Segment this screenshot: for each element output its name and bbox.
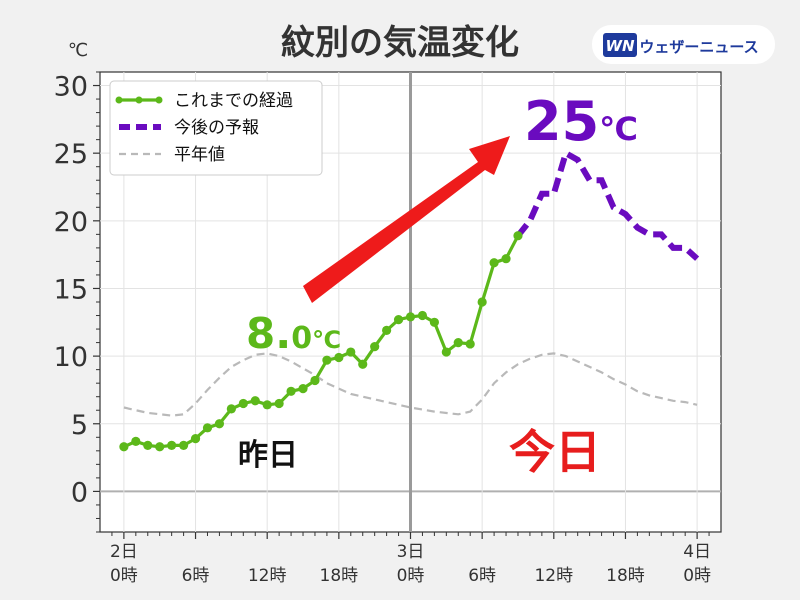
observed-point bbox=[167, 440, 177, 451]
brand-mark-text: WN bbox=[605, 37, 635, 55]
observed-point bbox=[477, 297, 487, 307]
observed-point bbox=[417, 310, 428, 321]
observed-point bbox=[393, 314, 404, 325]
observed-point bbox=[489, 258, 499, 268]
observed-point bbox=[202, 423, 213, 433]
observed-point bbox=[250, 396, 260, 406]
min-temp-big: 8. bbox=[246, 309, 291, 358]
observed-point bbox=[119, 442, 129, 452]
observed-point bbox=[238, 398, 248, 409]
observed-point bbox=[310, 375, 320, 386]
observed-point bbox=[214, 419, 225, 429]
observed-point bbox=[346, 347, 356, 357]
observed-point bbox=[513, 231, 523, 241]
x-tick-label-hour: 0時 bbox=[110, 566, 138, 586]
today-label: 今日 bbox=[509, 425, 601, 479]
observed-point bbox=[262, 400, 272, 410]
legend-marker bbox=[135, 96, 143, 104]
x-tick-label-day: 2日 bbox=[110, 542, 138, 562]
observed-point bbox=[298, 383, 308, 394]
y-tick-label: 25 bbox=[54, 139, 88, 170]
observed-point bbox=[155, 442, 165, 452]
y-tick-label: 30 bbox=[54, 72, 88, 103]
min-temp-annotation: 8.0℃ bbox=[246, 309, 341, 358]
x-tick-label-hour: 12時 bbox=[248, 566, 287, 586]
legend-label: 今後の予報 bbox=[174, 118, 259, 138]
observed-point bbox=[382, 325, 392, 336]
observed-point bbox=[453, 337, 463, 348]
max-temp-annotation: 25℃ bbox=[524, 90, 638, 153]
brand-name: ウェザーニュース bbox=[639, 38, 758, 56]
observed-point bbox=[429, 317, 439, 327]
y-tick-label: 0 bbox=[71, 477, 88, 508]
observed-point bbox=[274, 398, 284, 409]
x-tick-label-day: 4日 bbox=[683, 542, 711, 562]
brand-mark-icon bbox=[603, 33, 637, 57]
observed-point bbox=[501, 254, 511, 264]
observed-point bbox=[322, 355, 332, 365]
axes: 0 5 10 15 20 25 30 2日 0時 6時 12時 18時 3日 0時 6時 12時 18時 4日 0時 bbox=[54, 71, 711, 586]
series-forecast-line bbox=[515, 148, 700, 261]
observed-point bbox=[334, 352, 344, 363]
x-tick-label-hour: 6時 bbox=[182, 566, 210, 586]
min-temp-small: 0 bbox=[291, 321, 312, 356]
observed-point bbox=[131, 436, 141, 446]
x-tick-label-day: 3日 bbox=[397, 542, 425, 562]
observed-point bbox=[370, 342, 380, 352]
x-tick-label-hour: 12時 bbox=[534, 566, 573, 586]
legend-marker bbox=[155, 96, 163, 104]
observed-point bbox=[190, 434, 201, 444]
trend-arrow-icon bbox=[303, 136, 510, 303]
observed-point bbox=[358, 359, 368, 369]
observed-point bbox=[226, 404, 236, 414]
observed-point bbox=[405, 312, 416, 322]
observed-point bbox=[441, 347, 451, 357]
legend-item: 今後の予報 bbox=[119, 118, 259, 138]
y-unit-label: ℃ bbox=[68, 40, 88, 61]
series-layer bbox=[119, 148, 700, 452]
observed-point bbox=[143, 440, 153, 451]
x-tick-label-hour: 0時 bbox=[397, 566, 425, 586]
y-tick-label: 5 bbox=[71, 410, 88, 441]
x-tick-label-hour: 18時 bbox=[320, 566, 359, 586]
x-tick-label-hour: 0時 bbox=[683, 566, 711, 586]
series-normal-line bbox=[123, 352, 698, 417]
yesterday-label: 昨日 bbox=[238, 438, 298, 473]
y-tick-label: 15 bbox=[54, 274, 88, 305]
y-tick-label: 20 bbox=[54, 207, 88, 238]
x-tick-label-hour: 6時 bbox=[468, 566, 496, 586]
legend-item: 平年値 bbox=[119, 145, 225, 165]
legend-marker bbox=[115, 96, 123, 104]
max-temp-unit: ℃ bbox=[599, 110, 638, 148]
y-tick-label: 10 bbox=[54, 342, 88, 373]
observed-point bbox=[286, 386, 296, 396]
legend-label: これまでの経過 bbox=[174, 91, 293, 111]
legend-item: これまでの経過 bbox=[115, 91, 293, 111]
min-temp-unit: ℃ bbox=[312, 326, 341, 354]
series-observed-line bbox=[123, 234, 520, 449]
chart-title: 紋別の気温変化 bbox=[281, 23, 519, 63]
observed-point bbox=[465, 339, 475, 349]
brand-logo: WN ウェザーニュース bbox=[592, 25, 775, 64]
observed-point bbox=[178, 440, 189, 451]
max-temp-value: 25 bbox=[524, 90, 599, 153]
legend-label: 平年値 bbox=[174, 145, 225, 165]
x-tick-label-hour: 18時 bbox=[606, 566, 645, 586]
